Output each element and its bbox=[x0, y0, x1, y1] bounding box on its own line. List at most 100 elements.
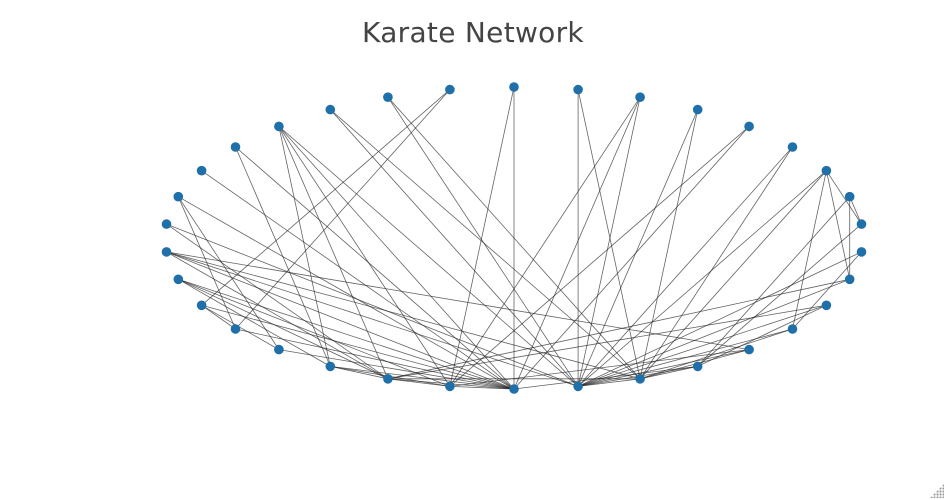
node-19[interactable] bbox=[635, 92, 645, 102]
edge-1-7 bbox=[178, 278, 451, 387]
edge-0-5 bbox=[235, 328, 515, 390]
node-11[interactable] bbox=[196, 165, 207, 176]
edge-1-17 bbox=[449, 86, 515, 387]
node-28[interactable] bbox=[821, 300, 832, 311]
edge-15-32 bbox=[387, 96, 641, 380]
edge-29-32 bbox=[639, 328, 793, 380]
node-3[interactable] bbox=[325, 361, 336, 372]
edge-25-31 bbox=[697, 223, 862, 367]
node-13[interactable] bbox=[274, 121, 284, 132]
edge-3-12 bbox=[235, 146, 331, 367]
edge-1-19 bbox=[449, 96, 641, 387]
edge-14-32 bbox=[330, 109, 641, 380]
node-16[interactable] bbox=[445, 84, 455, 95]
edge-0-7 bbox=[178, 278, 515, 390]
edge-8-33 bbox=[166, 251, 579, 387]
edge-28-31 bbox=[697, 304, 827, 367]
edge-31-32 bbox=[640, 366, 698, 380]
edge-8-30 bbox=[166, 251, 750, 350]
edge-3-13 bbox=[278, 126, 331, 367]
edge-0-12 bbox=[235, 146, 515, 390]
edge-32-33 bbox=[578, 378, 641, 387]
node-8[interactable] bbox=[161, 247, 172, 257]
edge-27-33 bbox=[577, 278, 850, 387]
edge-8-32 bbox=[166, 251, 641, 380]
edge-0-8 bbox=[166, 251, 515, 390]
edge-18-32 bbox=[577, 89, 641, 379]
edge-20-32 bbox=[639, 109, 699, 379]
edge-0-21 bbox=[513, 126, 750, 390]
edge-23-33 bbox=[577, 170, 827, 387]
node-29[interactable] bbox=[787, 324, 798, 334]
edge-23-29 bbox=[792, 170, 827, 330]
node-10[interactable] bbox=[173, 191, 184, 202]
edge-0-1 bbox=[449, 386, 515, 390]
edge-22-33 bbox=[577, 146, 793, 387]
node-1[interactable] bbox=[445, 381, 455, 392]
node-6[interactable] bbox=[196, 300, 207, 311]
node-17[interactable] bbox=[509, 82, 519, 92]
node-23[interactable] bbox=[821, 165, 832, 176]
node-30[interactable] bbox=[744, 344, 754, 355]
chart-title: Karate Network bbox=[362, 16, 584, 49]
edge-23-27 bbox=[826, 170, 851, 280]
node-4[interactable] bbox=[274, 344, 284, 355]
node-9[interactable] bbox=[161, 219, 172, 229]
edge-2-13 bbox=[278, 126, 389, 379]
edge-1-2 bbox=[387, 378, 450, 387]
node-12[interactable] bbox=[230, 142, 241, 152]
node-27[interactable] bbox=[844, 274, 855, 285]
edge-23-25 bbox=[826, 170, 862, 225]
edge-0-3 bbox=[330, 366, 515, 390]
edge-9-33 bbox=[166, 223, 579, 387]
edge-20-33 bbox=[577, 109, 699, 387]
edge-5-6 bbox=[201, 304, 236, 330]
edge-22-32 bbox=[639, 146, 793, 380]
edge-2-27 bbox=[387, 278, 850, 380]
node-24[interactable] bbox=[844, 191, 855, 202]
edge-1-21 bbox=[449, 126, 750, 387]
edge-0-4 bbox=[278, 349, 515, 390]
edge-23-32 bbox=[639, 170, 827, 380]
edge-1-13 bbox=[278, 126, 451, 387]
edge-3-7 bbox=[178, 278, 331, 367]
edge-28-33 bbox=[577, 304, 827, 387]
edge-26-29 bbox=[792, 251, 862, 330]
node-33[interactable] bbox=[573, 381, 583, 392]
edge-5-16 bbox=[235, 89, 451, 330]
node-20[interactable] bbox=[692, 104, 703, 115]
edge-14-33 bbox=[330, 109, 579, 387]
edge-24-31 bbox=[697, 196, 850, 367]
node-15[interactable] bbox=[383, 92, 393, 102]
edge-29-33 bbox=[577, 328, 793, 387]
edge-19-33 bbox=[577, 97, 641, 387]
edge-13-33 bbox=[278, 126, 579, 387]
edge-2-3 bbox=[330, 366, 388, 380]
edge-4-6 bbox=[201, 304, 280, 350]
edge-2-7 bbox=[178, 278, 389, 380]
node-22[interactable] bbox=[787, 142, 798, 152]
edge-2-9 bbox=[166, 223, 389, 380]
edge-6-16 bbox=[201, 89, 451, 306]
node-32[interactable] bbox=[635, 374, 645, 384]
edge-15-33 bbox=[387, 96, 579, 387]
node-5[interactable] bbox=[230, 324, 241, 334]
edge-0-11 bbox=[201, 170, 515, 390]
node-18[interactable] bbox=[573, 84, 583, 95]
node-21[interactable] bbox=[744, 121, 754, 132]
node-26[interactable] bbox=[856, 247, 867, 257]
node-2[interactable] bbox=[383, 374, 393, 384]
edge-4-10 bbox=[177, 196, 280, 350]
node-14[interactable] bbox=[325, 104, 336, 115]
node-31[interactable] bbox=[692, 361, 703, 372]
edge-0-19 bbox=[513, 97, 641, 390]
node-7[interactable] bbox=[173, 274, 184, 285]
node-layer bbox=[161, 82, 867, 394]
edge-2-8 bbox=[166, 251, 389, 380]
node-25[interactable] bbox=[856, 219, 867, 229]
edge-0-6 bbox=[201, 304, 515, 390]
node-0[interactable] bbox=[509, 384, 519, 394]
edge-26-33 bbox=[577, 251, 862, 387]
edge-24-25 bbox=[849, 196, 862, 225]
